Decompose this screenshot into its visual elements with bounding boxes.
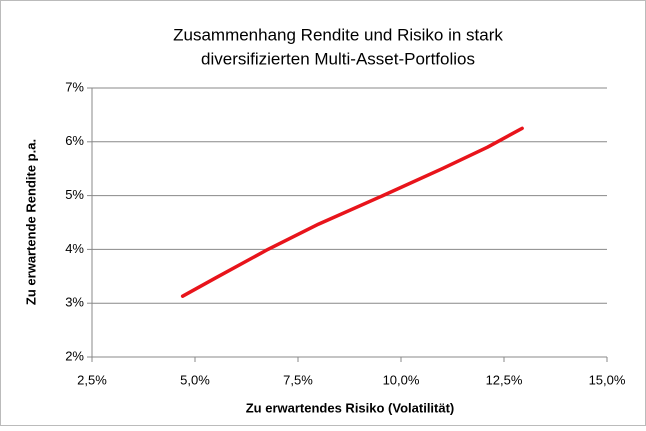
x-tick-label: 7,5% <box>283 372 313 387</box>
x-tick-label: 15,0% <box>589 372 626 387</box>
y-axis-label: Zu erwartende Rendite p.a. <box>23 139 38 305</box>
y-tick-label: 3% <box>65 295 84 310</box>
x-tick-label: 2,5% <box>77 372 107 387</box>
x-axis-label: Zu erwartendes Risiko (Volatilität) <box>246 400 455 415</box>
x-tick-label: 5,0% <box>180 372 210 387</box>
line-series <box>180 126 524 298</box>
y-tick-label: 4% <box>65 241 84 256</box>
chart-title: diversifizierten Multi-Asset-Portfolios <box>201 49 475 68</box>
y-tick-label: 2% <box>65 348 84 363</box>
y-tick-label: 5% <box>65 187 84 202</box>
y-tick-label: 7% <box>65 79 84 94</box>
x-tick-label: 10,0% <box>383 372 420 387</box>
y-tick-label: 6% <box>65 133 84 148</box>
x-tick-label: 12,5% <box>486 372 523 387</box>
chart-title: Zusammenhang Rendite und Risiko in stark <box>173 25 503 44</box>
